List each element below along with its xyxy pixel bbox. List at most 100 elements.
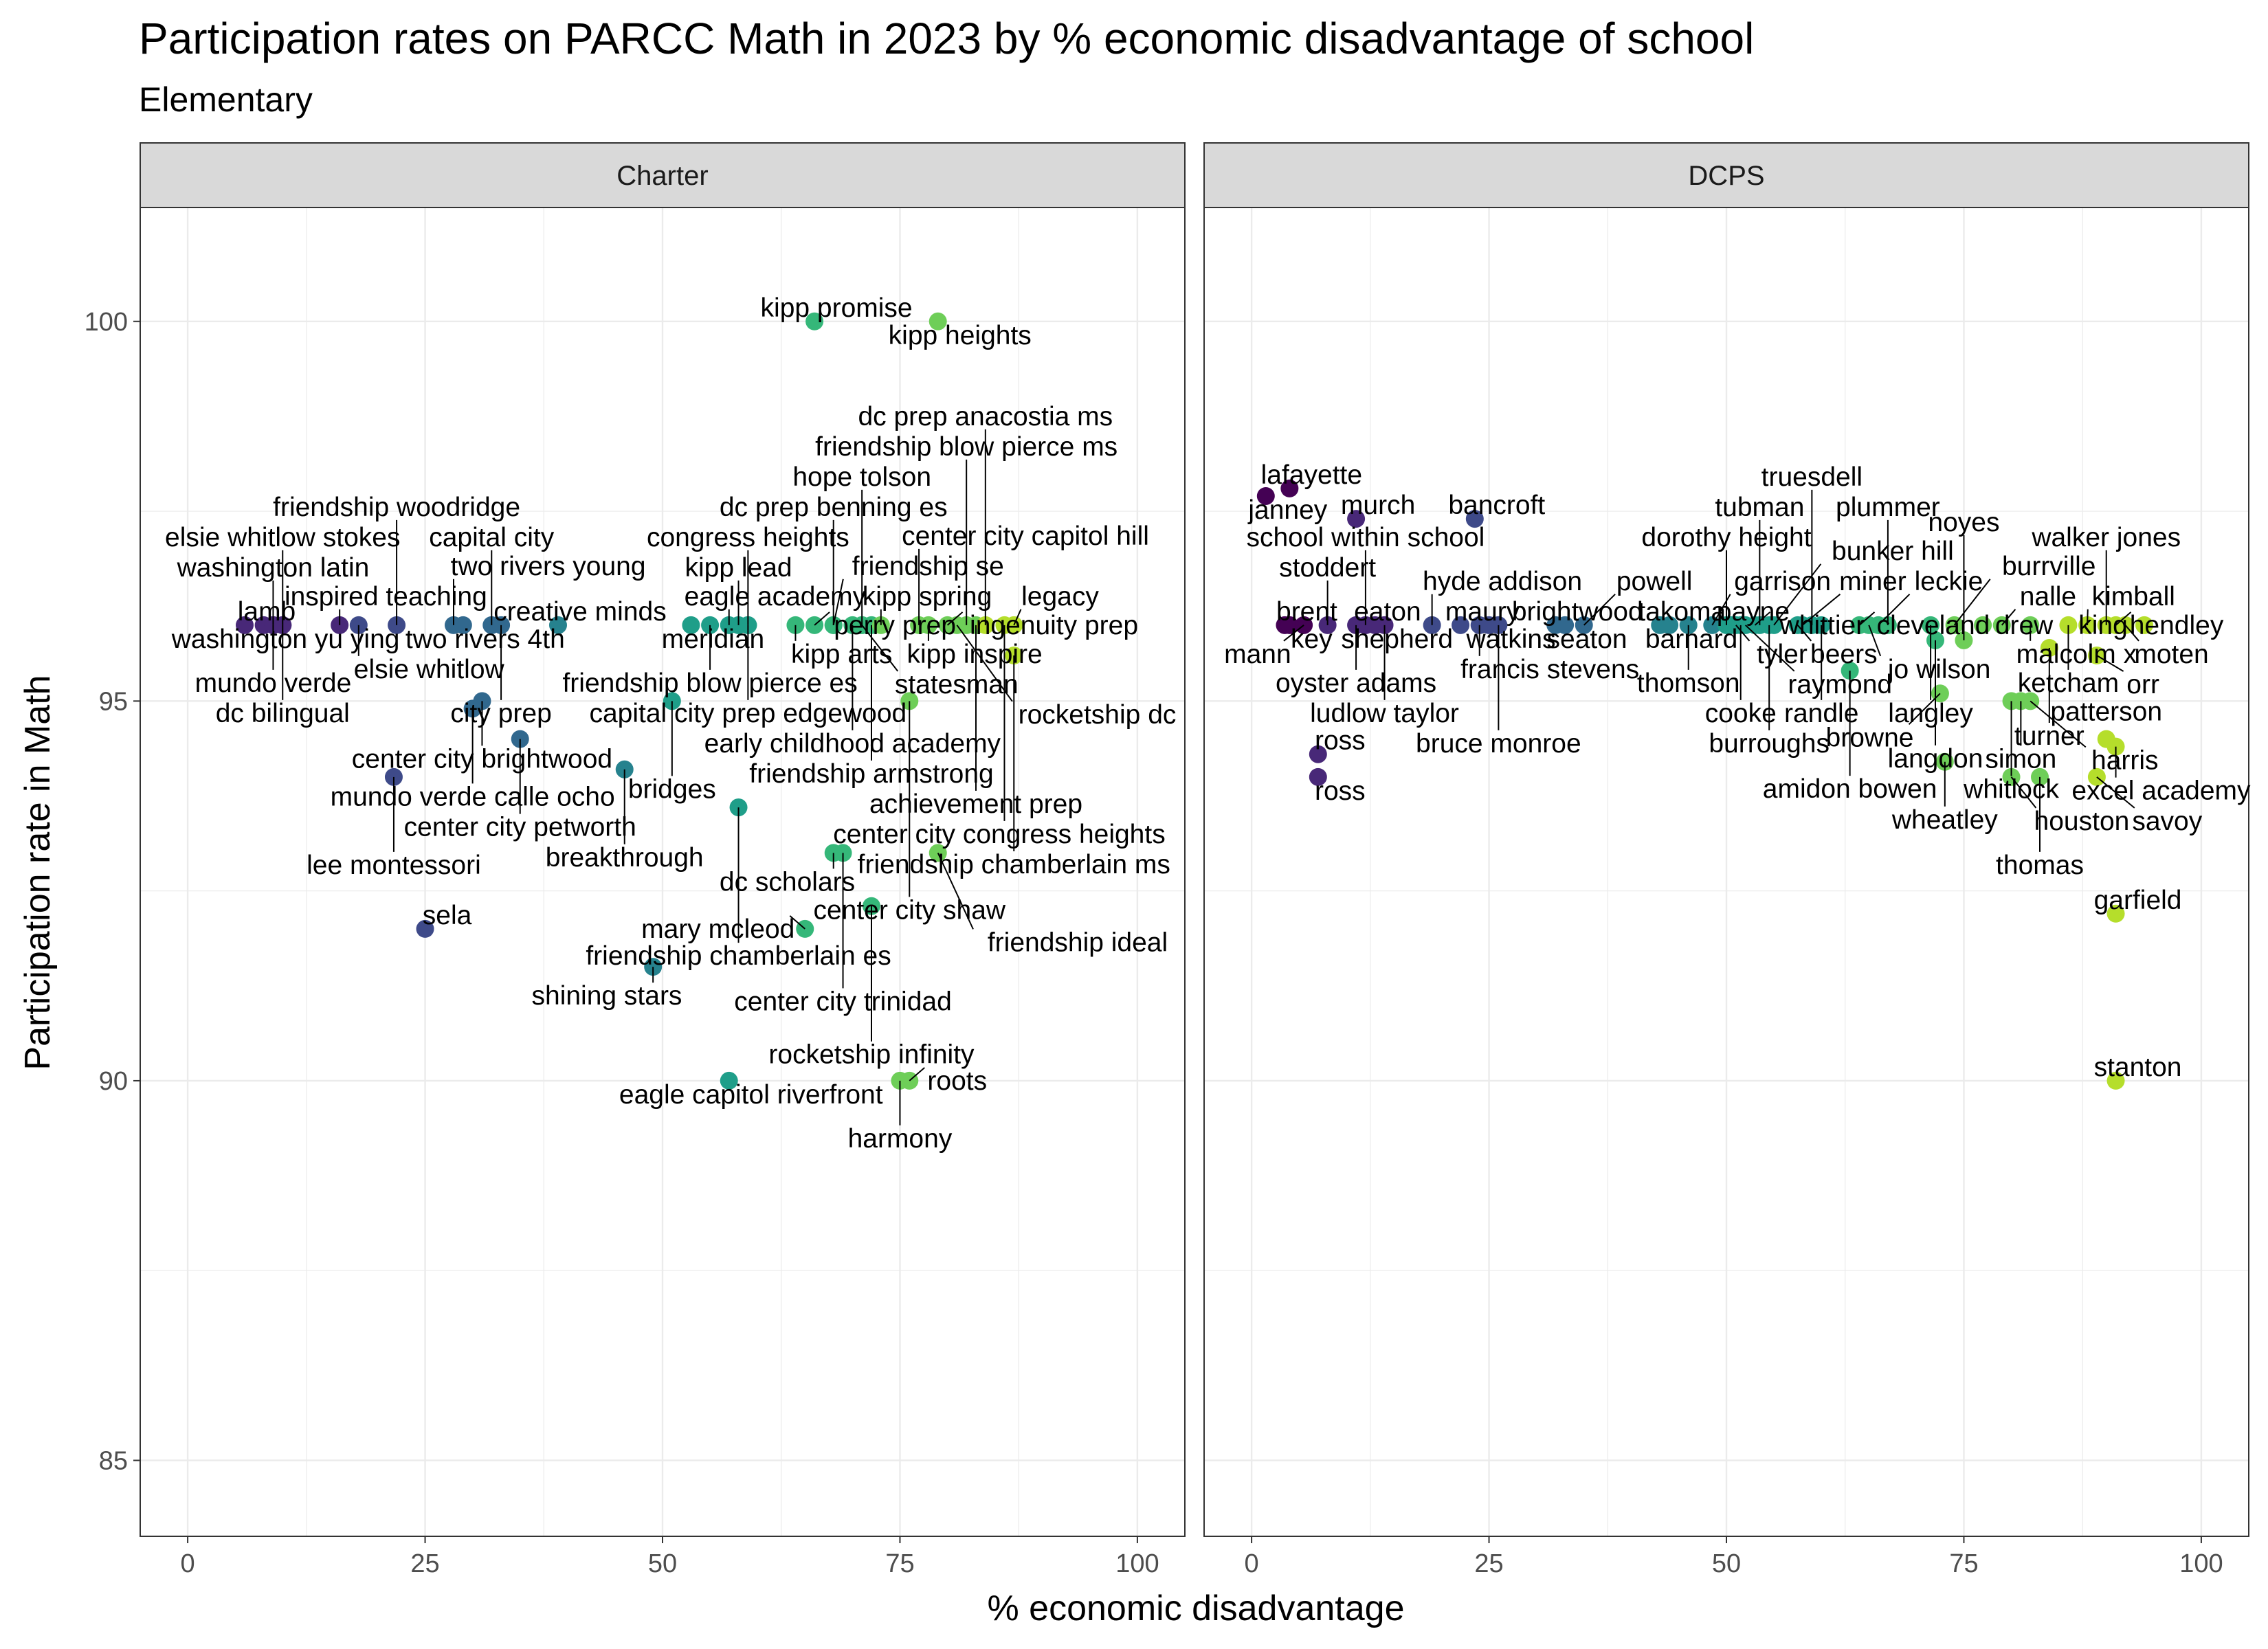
point-label-friendship-se: friendship se [852,552,1004,581]
y-tick-label: 90 [99,1067,128,1096]
data-point-ross [1309,767,1327,786]
point-label-wheatley: wheatley [1891,805,1998,835]
point-label-moten: moten [2134,640,2208,669]
point-label-legacy: legacy [1021,582,1099,612]
point-label-leckie: leckie [1915,567,1983,596]
point-label-rocketship-infinity: rocketship infinity [768,1040,975,1070]
point-label-watkins: watkins [1466,625,1556,654]
data-point-janney [1256,486,1275,505]
point-label-francis-stevens: francis stevens [1460,655,1639,684]
point-label-burrville: burrville [2002,552,2096,581]
point-label-king: king [2078,611,2128,640]
point-label-lee-montessori: lee montessori [307,851,481,880]
label-leader-line [937,852,974,930]
point-label-friendship-woodridge: friendship woodridge [273,493,520,522]
data-point-murch [1347,510,1366,528]
point-label-ludlow-taylor: ludlow taylor [1310,699,1459,728]
point-label-dc-prep-anacostia-ms: dc prep anacostia ms [858,402,1113,431]
label-leader-line [861,625,899,672]
label-leader-line [2087,609,2089,625]
point-label-cleveland: cleveland [1877,611,1990,640]
point-label-garfield: garfield [2094,886,2182,915]
data-point-stanton [2106,1071,2125,1090]
data-point-bancroft [1465,510,1484,528]
x-tick-label: 0 [181,1549,195,1578]
label-leader-line [1283,625,1304,642]
point-label-eagle-capitol-riverfront: eagle capitol riverfront [619,1080,883,1110]
point-label-hyde-addison: hyde addison [1423,567,1582,596]
point-label-washington-latin: washington latin [177,553,370,583]
facet-dcps: DCPS 0 25 50 75 100 lafayette janney murch bancro… [1203,142,2251,1578]
point-label-tubman: tubman [1715,493,1804,522]
point-label-miner: miner [1839,567,1906,596]
point-label-friendship-chamberlain-es: friendship chamberlain es [586,941,891,971]
point-label-walker-jones: walker jones [2031,523,2181,552]
point-label-achievement-prep: achievement prep [869,789,1082,819]
label-leader-line [946,612,964,626]
point-label-two-rivers-young: two rivers young [451,552,646,581]
point-label-dc-prep-benning-es: dc prep benning es [720,493,948,522]
point-label-inspired-teaching: inspired teaching [285,582,487,612]
point-label-patterson: patterson [2050,697,2162,727]
point-label-ketcham: ketcham [2018,669,2119,698]
point-label-noyes: noyes [1928,508,1999,537]
point-label-langdon: langdon [1888,744,1983,774]
point-label-shining-stars: shining stars [532,981,682,1011]
point-label-murch: murch [1341,491,1415,520]
point-label-key: key [1291,625,1333,654]
point-label-friendship-blow-pierce-ms: friendship blow pierce ms [815,432,1118,462]
label-leader-line [1801,594,1841,626]
point-label-friendship-armstrong: friendship armstrong [749,759,994,789]
point-label-friendship-blow-pierce-es: friendship blow pierce es [562,669,857,698]
data-point-two-rivers-4th [454,616,472,634]
label-leader-line [1711,594,1731,626]
point-label-bridges: bridges [628,774,716,804]
point-label-harmony: harmony [848,1124,953,1154]
x-tick-label: 75 [885,1549,914,1578]
point-label-bunker-hill: bunker hill [1832,537,1954,566]
point-label-school-within-school: school within school [1246,523,1485,552]
point-label-eaton: eaton [1354,597,1421,627]
point-label-ingenuity-prep: ingenuity prep [970,611,1138,640]
point-label-maury: maury [1445,597,1520,627]
data-point-seaton [1556,616,1575,634]
point-label-takoma: takoma [1638,597,1726,627]
label-leader-line [1773,563,1822,626]
point-label-elsie-whitlow-stokes: elsie whitlow stokes [165,523,400,552]
point-label-lamb: lamb [238,597,296,627]
data-point-maury [1452,616,1470,634]
label-leader-line [1754,612,1771,626]
point-label-friendship-ideal: friendship ideal [988,928,1168,957]
point-label-brent: brent [1276,597,1337,627]
x-tick-label: 0 [1245,1549,1259,1578]
point-label-truesdell: truesdell [1761,462,1863,492]
point-label-creative-minds: creative minds [493,597,666,627]
facet-strip [140,142,1186,208]
point-label-breakthrough: breakthrough [546,843,704,873]
point-label-statesman: statesman [895,670,1019,699]
point-label-oyster-adams: oyster adams [1276,669,1436,698]
point-label-whitlock: whitlock [1963,774,2059,804]
point-label-kipp-inspire: kipp inspire [907,640,1042,669]
point-label-raymond: raymond [1788,670,1892,699]
point-label-meridian: meridian [662,625,765,654]
label-leader-line [2124,625,2139,642]
facet-strip-label: DCPS [1688,161,1764,191]
point-label-center-city-petworth: center city petworth [404,813,636,842]
label-leader-line [814,612,830,626]
point-label-rocketship-dc: rocketship dc [1019,700,1177,730]
data-point-garfield [2106,904,2125,923]
data-point-king [2135,616,2153,634]
data-point-drew [1974,616,1992,634]
point-label-dorothy-height: dorothy height [1641,523,1811,552]
point-label-harris: harris [2091,745,2159,775]
data-point-bridges [663,692,681,710]
point-label-nalle: nalle [2020,582,2076,612]
gridlines [140,207,1185,1536]
point-labels: lafayette janney murch bancroft brentkeymann… [1224,460,2251,1082]
label-leader-line [789,915,805,930]
point-label-janney: janney [1247,495,1327,525]
data-point-barnard [1660,616,1679,634]
point-label-kipp-lead: kipp lead [685,553,792,583]
label-leader-line [1908,693,1941,726]
